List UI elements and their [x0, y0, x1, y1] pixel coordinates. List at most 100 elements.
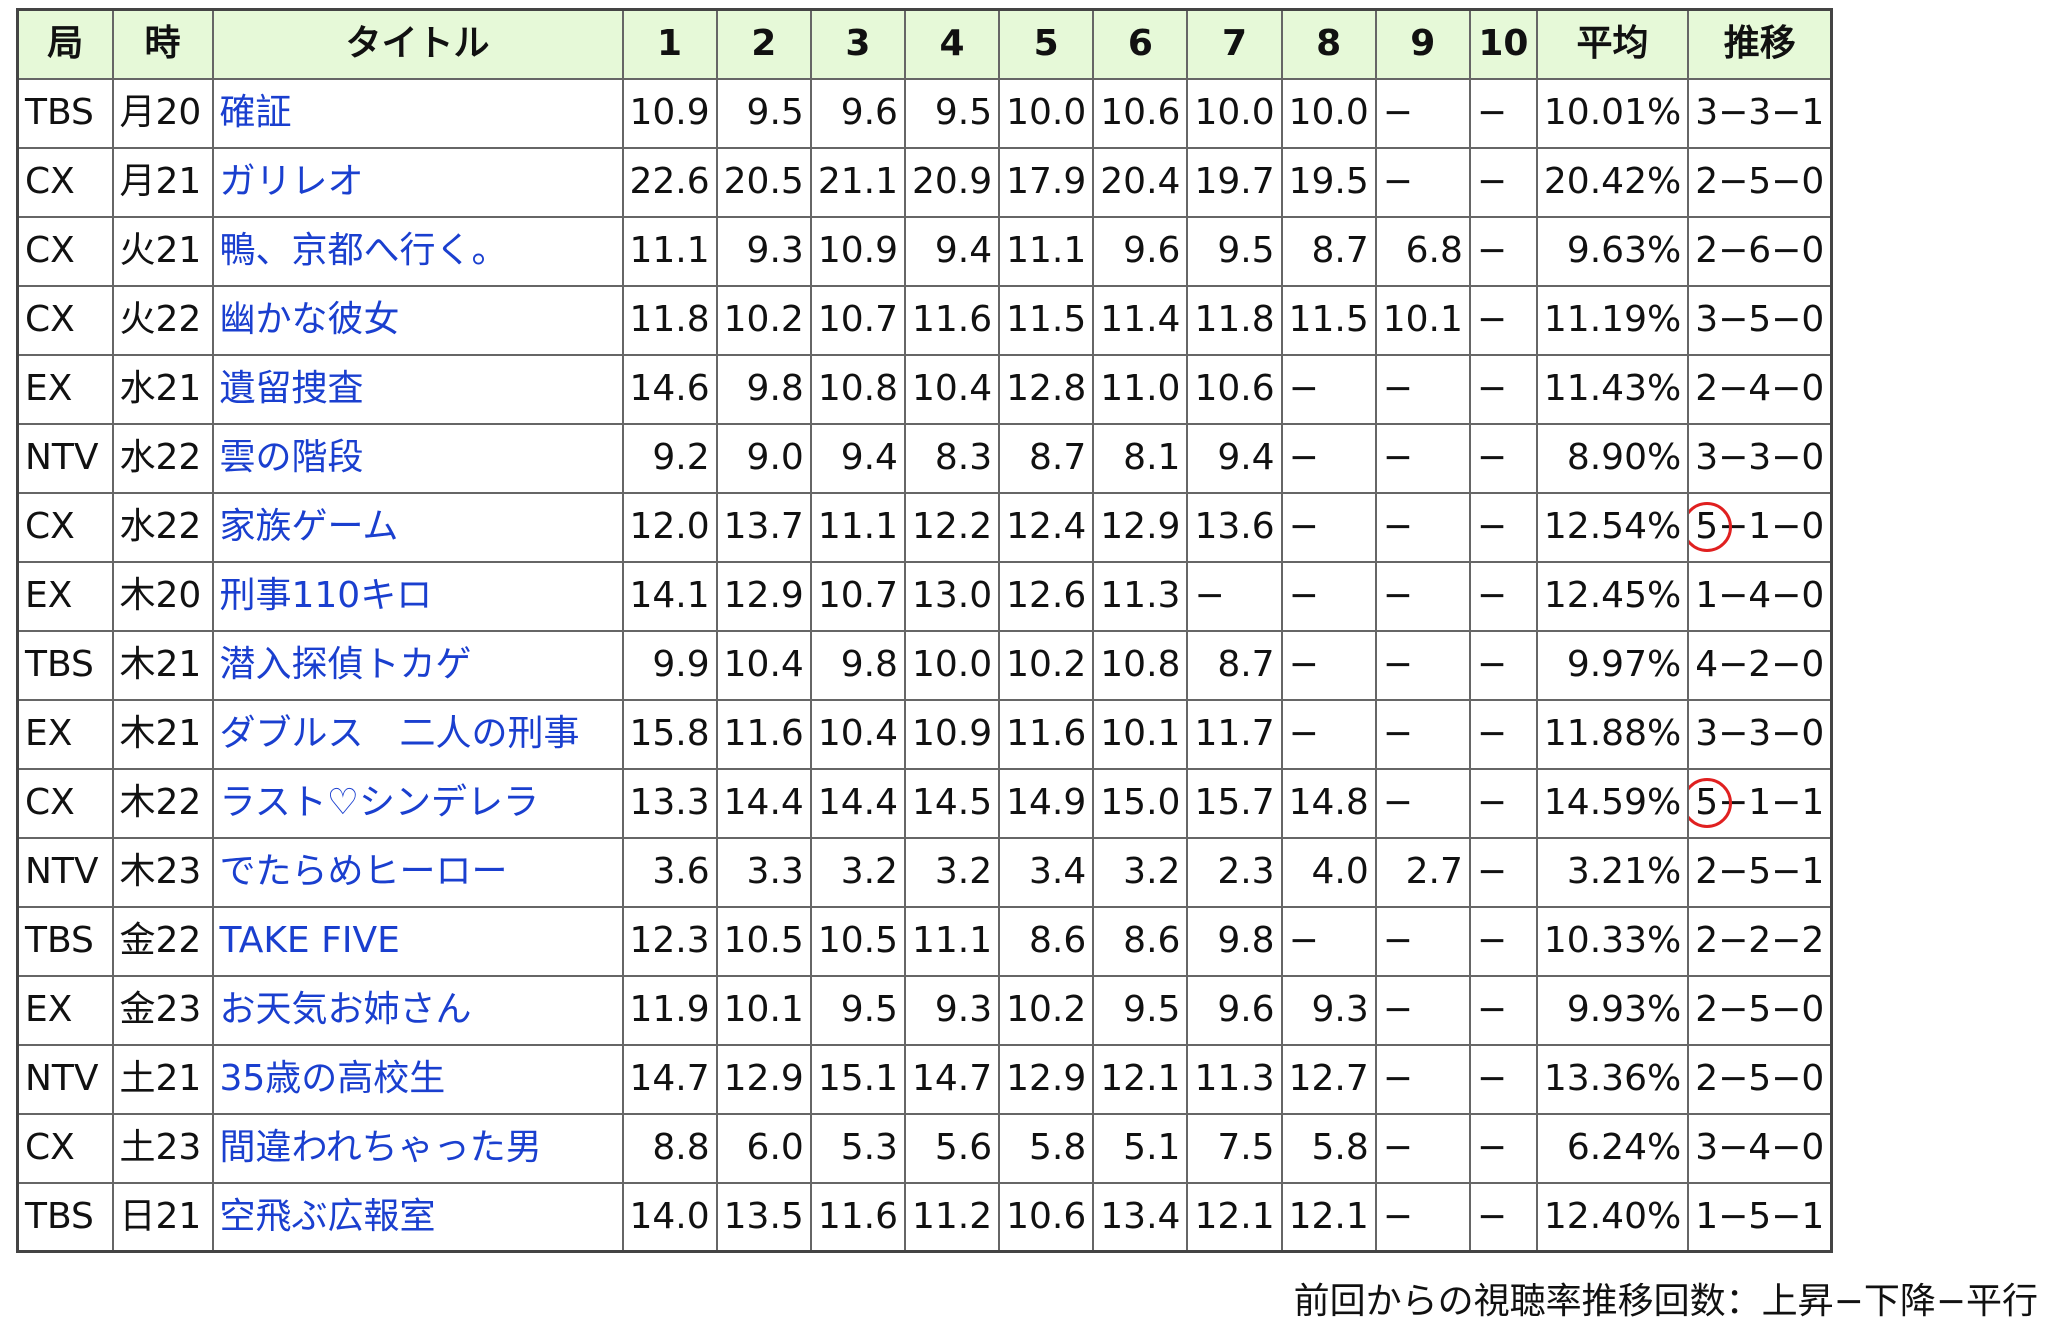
station-cell: NTV: [16, 422, 114, 494]
episode-rating-cell: 13.4: [1092, 1181, 1189, 1253]
title-link[interactable]: 確証: [211, 77, 624, 149]
table-row: TBS 日21 空飛ぶ広報室 14.0 13.5 11.6 11.2 10.6 13.4 12.1…: [16, 1181, 1833, 1253]
episode-rating-cell: 12.9: [715, 1043, 812, 1115]
episode-rating-cell: 10.0: [1186, 77, 1283, 149]
title-link[interactable]: 遺留捜査: [211, 353, 624, 425]
average-cell: 12.45%: [1535, 560, 1690, 632]
episode-rating-cell: −: [1468, 353, 1538, 425]
episode-rating-cell: −: [1186, 560, 1283, 632]
title-link[interactable]: 鴨、京都へ行く。: [211, 215, 624, 287]
title-link[interactable]: 幽かな彼女: [211, 284, 624, 356]
episode-rating-cell: 11.2: [903, 1181, 1001, 1253]
title-link[interactable]: 35歳の高校生: [211, 1043, 624, 1115]
episode-rating-cell: −: [1374, 905, 1471, 977]
red-circle-annotation: [1690, 501, 1733, 552]
episode-rating-cell: 11.6: [903, 284, 1001, 356]
title-link[interactable]: でたらめヒーロー: [211, 836, 624, 908]
table-row: NTV 土21 35歳の高校生 14.7 12.9 15.1 14.7 12.9 12.1 11.…: [16, 1043, 1833, 1115]
episode-rating-cell: 11.0: [1092, 353, 1189, 425]
timeslot-cell: 火21: [111, 215, 214, 287]
title-link[interactable]: 潜入探偵トカゲ: [211, 629, 624, 701]
episode-rating-cell: 21.1: [809, 146, 906, 218]
episode-rating-cell: 4.0: [1280, 836, 1377, 908]
trend-cell: 2−5−1: [1687, 836, 1833, 908]
column-header: 4: [903, 8, 1001, 80]
episode-rating-cell: 5.1: [1092, 1112, 1189, 1184]
episode-rating-cell: 9.4: [1186, 422, 1283, 494]
timeslot-cell: 日21: [111, 1181, 214, 1253]
table-row: CX 水22 家族ゲーム 12.0 13.7 11.1 12.2 12.4 12.9 13.6− −…: [16, 491, 1833, 563]
average-cell: 9.63%: [1535, 215, 1690, 287]
title-link[interactable]: ガリレオ: [211, 146, 624, 218]
title-link[interactable]: 雲の階段: [211, 422, 624, 494]
episode-rating-cell: 10.8: [1092, 629, 1189, 701]
episode-rating-cell: −: [1280, 629, 1377, 701]
table-row: TBS 金22 TAKE FIVE 12.3 10.5 10.5 11.1 8.6 8.6 9.8…: [16, 905, 1833, 977]
episode-rating-cell: 9.0: [715, 422, 812, 494]
episode-rating-cell: 12.6: [998, 560, 1095, 632]
episode-rating-cell: 8.1: [1092, 422, 1189, 494]
trend-cell: 1−4−0: [1687, 560, 1833, 632]
title-link[interactable]: TAKE FIVE: [211, 905, 624, 977]
station-cell: CX: [16, 767, 114, 839]
episode-rating-cell: 10.2: [715, 284, 812, 356]
episode-rating-cell: 2.7: [1374, 836, 1471, 908]
timeslot-cell: 土23: [111, 1112, 214, 1184]
episode-rating-cell: 10.4: [715, 629, 812, 701]
timeslot-cell: 水21: [111, 353, 214, 425]
column-header: 推移: [1687, 8, 1833, 80]
episode-rating-cell: 11.1: [809, 491, 906, 563]
title-link[interactable]: 刑事110キロ: [211, 560, 624, 632]
episode-rating-cell: 9.6: [1186, 974, 1283, 1046]
title-link[interactable]: ダブルス 二人の刑事: [211, 698, 624, 770]
average-cell: 11.19%: [1535, 284, 1690, 356]
table-row: CX 土23 間違われちゃった男 8.8 6.0 5.3 5.6 5.8 5.1 7.5 5.8− −…: [16, 1112, 1833, 1184]
title-link[interactable]: 家族ゲーム: [211, 491, 624, 563]
episode-rating-cell: −: [1280, 905, 1377, 977]
episode-rating-cell: 10.6: [1186, 353, 1283, 425]
table-row: NTV 水22 雲の階段 9.2 9.0 9.4 8.3 8.7 8.1 9.4− − −8.90% 3…: [16, 422, 1833, 494]
trend-cell: 3−3−0: [1687, 698, 1833, 770]
trend-cell: 2−6−0: [1687, 215, 1833, 287]
episode-rating-cell: −: [1468, 422, 1538, 494]
trend-cell: 3−5−0: [1687, 284, 1833, 356]
episode-rating-cell: 10.4: [809, 698, 906, 770]
trend-cell: 4−2−0: [1687, 629, 1833, 701]
episode-rating-cell: 9.5: [809, 974, 906, 1046]
episode-rating-cell: −: [1468, 284, 1538, 356]
episode-rating-cell: 20.5: [715, 146, 812, 218]
episode-rating-cell: 13.0: [903, 560, 1001, 632]
episode-rating-cell: 3.4: [998, 836, 1095, 908]
trend-cell: 3−4−0: [1687, 1112, 1833, 1184]
episode-rating-cell: 9.2: [621, 422, 718, 494]
trend-cell: 2−5−0: [1687, 974, 1833, 1046]
title-link[interactable]: 空飛ぶ広報室: [211, 1181, 624, 1253]
episode-rating-cell: 10.6: [998, 1181, 1095, 1253]
episode-rating-cell: 9.6: [809, 77, 906, 149]
trend-cell: 2−5−0: [1687, 146, 1833, 218]
episode-rating-cell: 15.1: [809, 1043, 906, 1115]
episode-rating-cell: 17.9: [998, 146, 1095, 218]
episode-rating-cell: 10.5: [715, 905, 812, 977]
episode-rating-cell: 20.9: [903, 146, 1001, 218]
timeslot-cell: 土21: [111, 1043, 214, 1115]
table-row: EX 金23 お天気お姉さん 11.9 10.1 9.5 9.3 10.2 9.5 9.6 9.3−…: [16, 974, 1833, 1046]
episode-rating-cell: −: [1468, 698, 1538, 770]
title-link[interactable]: ラスト♡シンデレラ: [211, 767, 624, 839]
timeslot-cell: 月21: [111, 146, 214, 218]
episode-rating-cell: 14.7: [621, 1043, 718, 1115]
episode-rating-cell: −: [1468, 77, 1538, 149]
station-cell: TBS: [16, 77, 114, 149]
average-cell: 3.21%: [1535, 836, 1690, 908]
title-link[interactable]: お天気お姉さん: [211, 974, 624, 1046]
column-header: 8: [1280, 8, 1377, 80]
episode-rating-cell: −: [1374, 491, 1471, 563]
station-cell: CX: [16, 1112, 114, 1184]
title-link[interactable]: 間違われちゃった男: [211, 1112, 624, 1184]
episode-rating-cell: −: [1468, 215, 1538, 287]
timeslot-cell: 月20: [111, 77, 214, 149]
table-row: EX 木20 刑事110キロ 14.1 12.9 10.7 13.0 12.6 11.3− − − −…: [16, 560, 1833, 632]
episode-rating-cell: 5.8: [1280, 1112, 1377, 1184]
episode-rating-cell: 14.7: [903, 1043, 1001, 1115]
episode-rating-cell: 9.4: [903, 215, 1001, 287]
